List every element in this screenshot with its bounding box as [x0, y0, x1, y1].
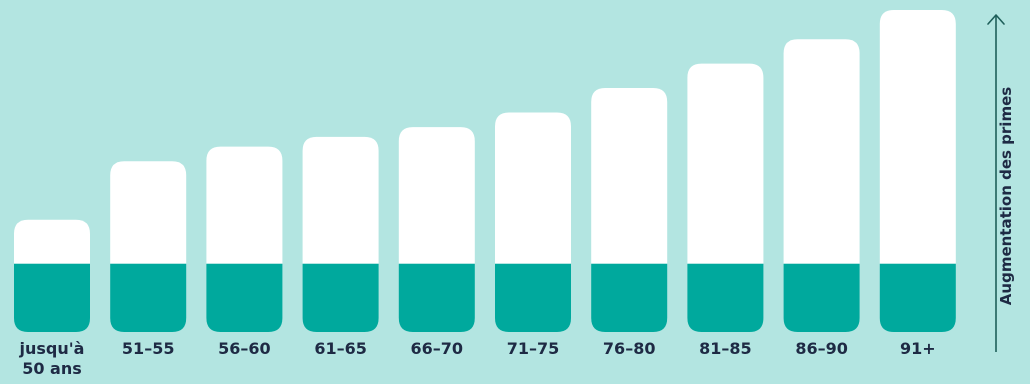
category-label: 61–65 — [296, 339, 386, 359]
bar — [495, 112, 571, 263]
bar-base — [687, 264, 763, 332]
category-label: 86–90 — [777, 339, 867, 359]
bar-base — [206, 264, 282, 332]
bar-group — [206, 147, 282, 332]
bar-group — [495, 112, 571, 332]
bar — [110, 161, 186, 263]
category-label: jusqu'à 50 ans — [7, 339, 97, 379]
bar-group — [14, 220, 90, 332]
bar-base — [14, 264, 90, 332]
bar-base — [591, 264, 667, 332]
bar — [784, 39, 860, 263]
bar-group — [591, 88, 667, 332]
bar — [687, 64, 763, 264]
bar — [591, 88, 667, 264]
bar — [399, 127, 475, 264]
category-label: 81–85 — [680, 339, 770, 359]
bar-group — [687, 64, 763, 332]
category-label: 91+ — [873, 339, 963, 359]
bar-base — [495, 264, 571, 332]
category-label: 76–80 — [584, 339, 674, 359]
bar-group — [110, 161, 186, 332]
bar-base — [784, 264, 860, 332]
bar — [14, 220, 90, 264]
category-label: 66–70 — [392, 339, 482, 359]
bar — [206, 147, 282, 264]
bar — [880, 10, 956, 264]
y-axis-label: Augmentation des primes — [996, 36, 1016, 356]
category-label: 56–60 — [199, 339, 289, 359]
bar-group — [880, 10, 956, 332]
bar-group — [399, 127, 475, 332]
bar-base — [399, 264, 475, 332]
category-label: 51–55 — [103, 339, 193, 359]
bar-group — [784, 39, 860, 332]
category-label: 71–75 — [488, 339, 578, 359]
bar-base — [880, 264, 956, 332]
bar-base — [303, 264, 379, 332]
bar-group — [303, 137, 379, 332]
bar — [303, 137, 379, 264]
bar-base — [110, 264, 186, 332]
